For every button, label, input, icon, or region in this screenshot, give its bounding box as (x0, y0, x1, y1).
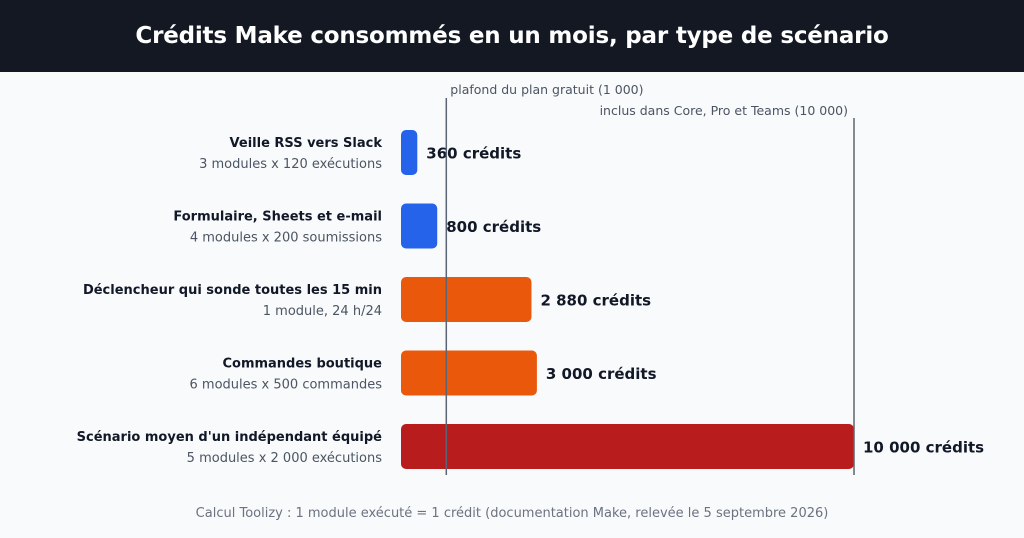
bar-1 (401, 130, 418, 175)
bar-4 (401, 350, 537, 396)
reference-line-label-2: inclus dans Core, Pro et Teams (10 000) (600, 103, 848, 118)
category-sublabel-3: 1 module, 24 h/24 (263, 304, 382, 319)
bar-3 (401, 277, 532, 322)
chart-title: Crédits Make consommés en un mois, par t… (135, 23, 889, 49)
data-label-1: 360 crédits (426, 145, 521, 163)
data-label-3: 2 880 crédits (540, 292, 651, 310)
category-label-5: Scénario moyen d'un indépendant équipé (77, 430, 383, 445)
chart-footnote: Calcul Toolizy : 1 module exécuté = 1 cr… (195, 506, 829, 521)
reference-line-label-1: plafond du plan gratuit (1 000) (450, 82, 643, 97)
data-label-2: 800 crédits (446, 218, 541, 236)
category-sublabel-1: 3 modules x 120 exécutions (199, 157, 382, 172)
category-sublabel-2: 4 modules x 200 soumissions (190, 231, 382, 246)
category-label-2: Formulaire, Sheets et e-mail (173, 210, 382, 225)
data-label-5: 10 000 crédits (863, 439, 984, 457)
category-label-1: Veille RSS vers Slack (230, 136, 383, 151)
chart-header: Crédits Make consommés en un mois, par t… (0, 0, 1024, 72)
category-label-4: Commandes boutique (222, 357, 382, 372)
category-sublabel-4: 6 modules x 500 commandes (190, 378, 383, 393)
bar-5 (401, 424, 854, 469)
data-label-4: 3 000 crédits (546, 365, 657, 383)
category-label-3: Déclencheur qui sonde toutes les 15 min (83, 283, 382, 298)
category-sublabel-5: 5 modules x 2 000 exécutions (187, 451, 383, 466)
bar-2 (401, 203, 438, 249)
